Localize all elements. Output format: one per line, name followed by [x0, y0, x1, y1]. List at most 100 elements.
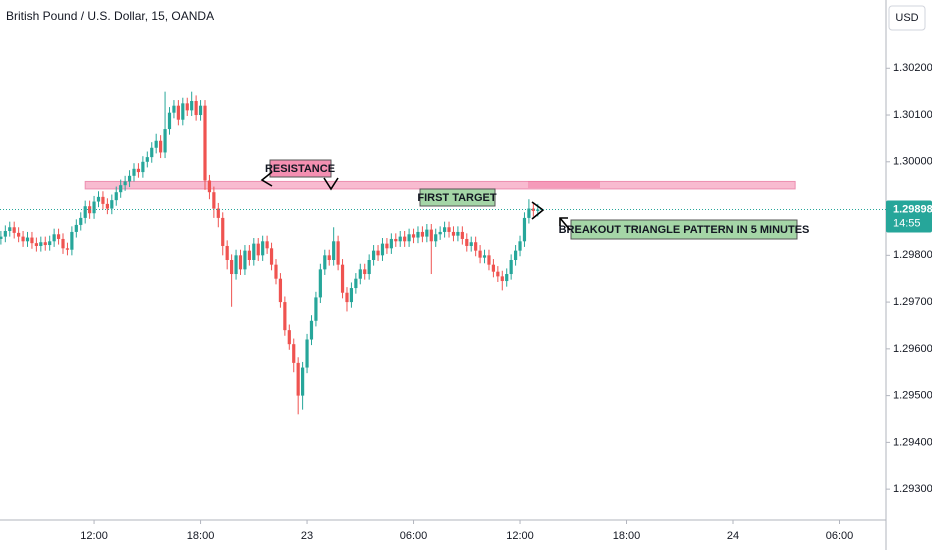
y-tick-label: 1.29700: [893, 296, 932, 308]
candle-body: [447, 227, 451, 232]
candle-body: [474, 242, 478, 251]
candle-body: [536, 209, 540, 211]
x-tick-label: 18:00: [187, 530, 215, 542]
candle-body: [96, 196, 101, 202]
candle-body: [114, 192, 118, 201]
candle-body: [349, 288, 354, 303]
candle-body: [74, 224, 78, 232]
candle-body: [292, 344, 296, 363]
candle-body: [394, 238, 398, 242]
candle-body: [385, 243, 389, 249]
candle-body: [172, 105, 176, 113]
candle-body: [278, 278, 283, 303]
candle-body: [354, 278, 358, 289]
candle-body: [478, 250, 482, 258]
candle-body: [522, 217, 527, 242]
candle-body: [340, 264, 345, 293]
candle-body: [518, 241, 522, 251]
candle-body: [496, 271, 500, 277]
candle-body: [70, 231, 74, 250]
y-tick-label: 1.29300: [893, 483, 932, 495]
candle-body: [363, 269, 367, 275]
last-price-tag: [886, 200, 932, 233]
x-tick-label: 23: [301, 530, 313, 542]
currency[interactable]: USD: [895, 12, 918, 24]
candle-body: [403, 236, 407, 242]
candle-body: [301, 367, 305, 396]
candle-body: [442, 227, 447, 232]
candle-body: [141, 161, 145, 173]
candle-body: [136, 168, 141, 173]
candle-body: [159, 140, 163, 153]
candle-body: [416, 231, 420, 238]
candle-body: [465, 238, 469, 246]
candle-body: [314, 297, 318, 321]
candle-body: [420, 231, 425, 237]
candle-body: [92, 201, 96, 214]
x-tick-label: 06:00: [400, 530, 428, 542]
candle-body: [101, 196, 105, 204]
candle-body: [398, 236, 402, 242]
candle-body: [43, 242, 47, 246]
candle-body: [39, 242, 43, 246]
candle-body: [17, 232, 21, 237]
currency-button[interactable]: [888, 5, 926, 31]
candle-body: [79, 217, 83, 225]
y-tick-label: 1.29800: [893, 249, 932, 261]
candle-body: [429, 229, 433, 242]
candle-body: [513, 250, 518, 260]
candle-body: [411, 234, 416, 238]
candle-body: [305, 339, 309, 368]
candle-body: [345, 292, 349, 303]
candle-body: [487, 255, 491, 265]
note: BREAKOUT TRIANGLE PATTERN IN 5 MINUTES: [559, 224, 810, 236]
candle-body: [3, 231, 7, 237]
x-tick-label: 12:00: [80, 530, 108, 542]
candle-body: [531, 208, 535, 211]
candle-body: [336, 241, 340, 265]
candles: [0, 91, 540, 415]
candle-body: [318, 269, 322, 298]
y-tick-label: 1.29600: [893, 343, 932, 355]
candle-body: [30, 237, 34, 244]
candle-body: [327, 255, 331, 260]
candle-body: [451, 231, 456, 236]
candle-body: [207, 180, 212, 193]
note-box: [570, 219, 798, 240]
candle-body: [358, 269, 362, 279]
candle-body: [132, 168, 136, 176]
candle-body: [123, 181, 127, 186]
candle-body: [185, 103, 189, 111]
candle-body: [509, 260, 513, 275]
candle-body: [8, 227, 12, 232]
candle-body: [407, 234, 411, 242]
candle-body: [434, 234, 438, 242]
candle-body: [216, 208, 220, 218]
candle-body: [194, 101, 198, 116]
candle-body: [127, 175, 132, 182]
candle-body: [167, 112, 172, 130]
y-tick-label: 1.30200: [893, 62, 932, 74]
chart-title: British Pound / U.S. Dollar, 15, OANDA: [6, 9, 214, 23]
candle-body: [283, 302, 287, 331]
zone-overlap: [528, 181, 600, 188]
x-tick-label: 06:00: [826, 530, 854, 542]
candle-body: [203, 105, 207, 181]
candle-body: [247, 250, 251, 260]
candle-body: [274, 264, 278, 279]
candle-body: [145, 157, 149, 162]
candle-body: [425, 229, 429, 237]
candle-body: [65, 248, 70, 250]
candle-body: [296, 362, 300, 396]
candle-body: [61, 238, 65, 249]
arrow: [323, 177, 339, 191]
resistance-zone: [84, 180, 796, 190]
candle-body: [491, 264, 496, 272]
candle-body: [456, 231, 460, 236]
candle-body: [332, 241, 336, 260]
arrow: [531, 201, 545, 220]
note: FIRST TARGET: [417, 192, 497, 204]
candle-body: [181, 103, 185, 120]
arrow: [260, 171, 273, 187]
